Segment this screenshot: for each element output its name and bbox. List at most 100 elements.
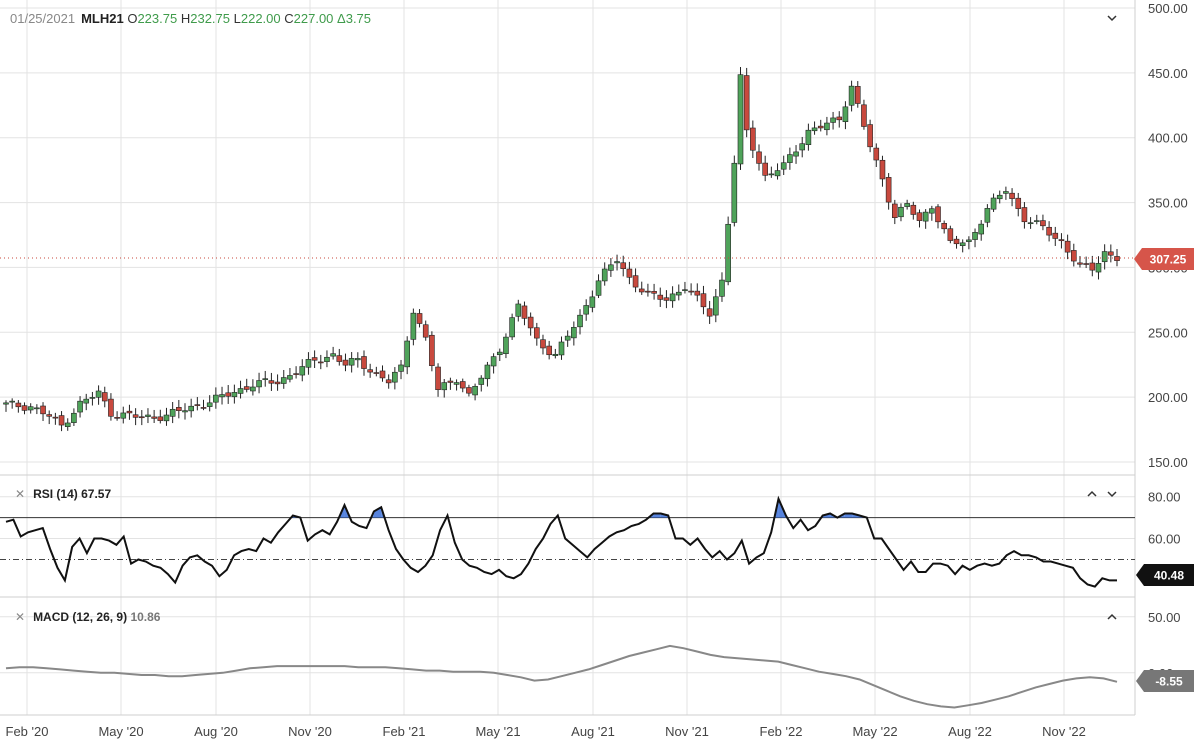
candle-body	[108, 398, 114, 417]
candle-body	[231, 392, 238, 398]
candle-body	[891, 203, 898, 218]
candle-body	[1095, 263, 1102, 273]
candle-body	[675, 291, 682, 296]
candle-body	[114, 417, 120, 419]
candle-body	[83, 398, 90, 404]
candle-body	[95, 390, 102, 398]
rsi-line	[5, 495, 1117, 588]
candle-body	[966, 239, 972, 242]
candle-body	[1027, 222, 1034, 225]
candle-body	[27, 406, 34, 411]
main-collapse-chevron-down-icon[interactable]	[1106, 13, 1118, 26]
candle-body	[682, 289, 688, 291]
candle-body	[3, 402, 9, 405]
candle-body	[373, 372, 380, 374]
candle-body	[250, 386, 256, 392]
candle-body	[336, 355, 343, 362]
x-tick-label: Nov '22	[1042, 724, 1086, 739]
candle-body	[972, 232, 978, 240]
candle-body	[1058, 239, 1065, 242]
candle-body	[1052, 232, 1059, 239]
candle-body	[817, 125, 824, 129]
candle-body	[453, 382, 460, 385]
candle-body	[990, 197, 997, 210]
candle-body	[688, 290, 694, 293]
candle-body	[157, 416, 164, 421]
candle-body	[848, 85, 855, 106]
candle-body	[1114, 256, 1120, 261]
candle-body	[1101, 251, 1108, 263]
candle-body	[867, 124, 873, 148]
rsi-close-icon[interactable]: ✕	[15, 487, 26, 501]
x-tick-label: Feb '21	[383, 724, 426, 739]
x-tick-label: Aug '21	[571, 724, 615, 739]
candle-body	[663, 297, 670, 301]
candle-body	[1003, 191, 1009, 194]
candle-body	[601, 268, 608, 282]
x-tick-label: May '22	[852, 724, 897, 739]
svg-text:40.48: 40.48	[1154, 569, 1184, 583]
candle-body	[1108, 251, 1114, 256]
candle-body	[589, 296, 596, 308]
candle-body	[922, 211, 929, 222]
candle-body	[188, 405, 194, 412]
candle-body	[731, 162, 738, 223]
y-tick-label: 400.00	[1148, 131, 1188, 146]
candle-body	[1046, 226, 1052, 236]
candle-body	[1089, 262, 1096, 271]
candle-body	[706, 308, 713, 317]
candle-body	[978, 223, 985, 235]
candle-body	[15, 402, 22, 408]
macd-close-icon[interactable]: ✕	[15, 610, 26, 624]
candle-body	[861, 104, 867, 127]
candle-body	[262, 378, 269, 380]
x-tick-label: Nov '21	[665, 724, 709, 739]
candle-body	[9, 400, 15, 403]
candle-body	[521, 305, 528, 319]
candle-body	[1070, 250, 1077, 262]
candle-body	[503, 336, 509, 354]
rsi-chevron-up-icon[interactable]	[1086, 489, 1098, 502]
candle-body	[910, 204, 917, 215]
candle-body	[237, 388, 244, 394]
rsi-chevron-down-icon[interactable]	[1106, 489, 1118, 502]
candle-body	[151, 416, 157, 419]
candle-body	[583, 305, 589, 315]
y-tick-label: 350.00	[1148, 196, 1188, 211]
candle-body	[546, 345, 552, 356]
candle-body	[213, 394, 219, 403]
grid-lines	[0, 0, 1135, 715]
candle-body	[632, 275, 639, 288]
rsi-label: ✕ RSI (14) 67.57	[15, 487, 112, 501]
macd-y-tick-label: 50.00	[1148, 610, 1181, 625]
candle-body	[651, 291, 657, 294]
candle-body	[71, 412, 77, 423]
x-tick-label: Aug '20	[194, 724, 238, 739]
candle-body	[1009, 192, 1015, 199]
candle-body	[163, 414, 170, 422]
candle-body	[355, 358, 361, 361]
candle-body	[515, 303, 522, 317]
candle-body	[219, 394, 225, 398]
candle-body	[694, 290, 701, 296]
candle-body	[435, 366, 441, 390]
price-badge: 307.25	[1134, 248, 1194, 270]
candle-body	[657, 294, 664, 300]
candle-body	[608, 264, 614, 271]
macd-line	[5, 644, 1118, 709]
x-tick-label: May '21	[475, 724, 520, 739]
candle-body	[77, 400, 83, 413]
candle-body	[929, 208, 935, 214]
candle-body	[811, 127, 818, 132]
ohlc-change: Δ3.75	[337, 11, 372, 26]
candle-body	[274, 381, 281, 385]
candle-body	[441, 382, 448, 391]
macd-chevron-up-icon[interactable]	[1106, 612, 1118, 625]
candle-body	[447, 380, 454, 383]
ohlc-low: L222.00	[233, 11, 281, 26]
candle-body	[577, 314, 583, 328]
candle-body	[200, 407, 207, 409]
x-tick-label: May '20	[98, 724, 143, 739]
candle-body	[879, 159, 886, 180]
